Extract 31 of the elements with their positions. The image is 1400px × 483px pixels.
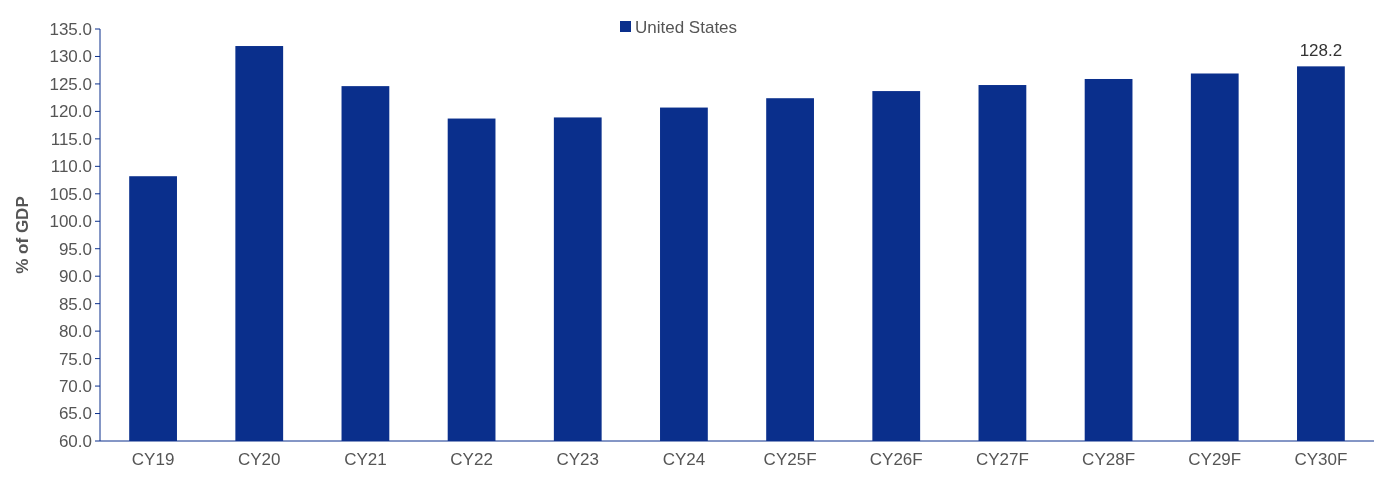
y-tick-label: 100.0	[49, 212, 92, 232]
x-tick-label: CY29F	[1188, 450, 1242, 469]
y-tick-label: 95.0	[58, 239, 92, 259]
y-tick-label: 85.0	[58, 294, 92, 314]
y-axis-title: % of GDP	[13, 196, 32, 274]
x-tick-label: CY27F	[975, 450, 1029, 469]
y-tick-label: 80.0	[58, 322, 92, 342]
y-tick-label: 130.0	[49, 47, 92, 67]
y-tick-label: 135.0	[49, 19, 92, 39]
x-tick-label: CY21	[344, 450, 387, 469]
y-tick-label: 125.0	[49, 74, 92, 94]
y-tick-label: 65.0	[58, 404, 92, 424]
x-tick-label: CY22	[450, 450, 493, 469]
x-tick-label: CY25F	[763, 450, 817, 469]
y-tick-label: 90.0	[58, 267, 92, 287]
y-tick-label: 105.0	[49, 184, 92, 204]
y-tick-label: 75.0	[58, 349, 92, 369]
data-label: 128.2	[1299, 41, 1343, 61]
x-tick-label: CY20	[237, 450, 281, 469]
y-tick-label: 110.0	[50, 157, 92, 177]
y-tick-label: 115.0	[50, 129, 92, 149]
y-tick-label: 60.0	[58, 431, 92, 451]
y-tick-label: 120.0	[49, 102, 92, 122]
x-tick-label: CY23	[556, 450, 600, 469]
x-tick-label: CY19	[131, 450, 175, 469]
x-tick-label: CY28F	[1082, 450, 1136, 469]
x-tick-label: CY30F	[1294, 450, 1348, 469]
legend-label: United States	[635, 17, 738, 37]
x-tick-label: CY26F	[869, 450, 923, 469]
y-tick-label: 70.0	[58, 377, 92, 397]
x-tick-label: CY24	[662, 450, 706, 469]
